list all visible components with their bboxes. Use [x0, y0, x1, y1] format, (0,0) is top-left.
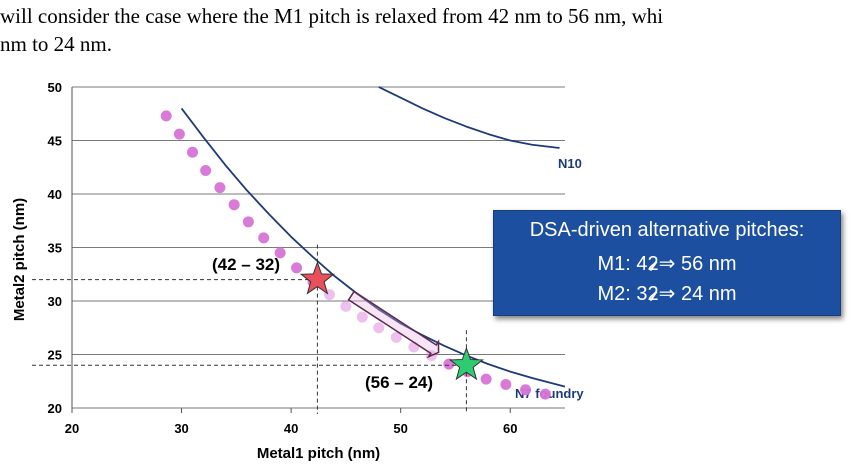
- pitch-dot: [356, 311, 368, 323]
- pitch-dot: [390, 331, 402, 343]
- pitch-dot: [274, 247, 286, 259]
- y-tick-label: 45: [48, 134, 62, 149]
- callout-m1-struck: 2: [647, 253, 659, 275]
- pitch-dot: [500, 378, 512, 390]
- dsa-callout-box: DSA-driven alternative pitches: M1: 42⇒ …: [493, 210, 841, 316]
- callout-m2-struck: 2: [647, 283, 659, 305]
- pitch-dot: [160, 110, 172, 122]
- callout-m2-prefix: M2: 3: [597, 283, 648, 305]
- x-tick-label: 30: [174, 421, 188, 436]
- x-tick-label: 50: [393, 421, 407, 436]
- pitch-dot: [539, 388, 551, 400]
- star-point-0: [299, 261, 335, 295]
- body-text-line-2: nm to 24 nm.: [0, 32, 113, 56]
- callout-m1-row: M1: 42⇒ 56 nm: [494, 251, 840, 276]
- callout-m2-suffix: ⇒ 24 nm: [658, 283, 737, 305]
- pitch-dot: [373, 322, 385, 334]
- curve-label-n10: N10: [558, 156, 582, 171]
- pitch-dot: [340, 300, 352, 312]
- y-tick-label: 50: [48, 80, 62, 95]
- point-label-56-24: (56 – 24): [365, 373, 433, 392]
- callout-title: DSA-driven alternative pitches:: [529, 219, 805, 241]
- pitch-dot: [214, 182, 226, 194]
- y-axis-title: Metal2 pitch (nm): [11, 198, 28, 321]
- callout-m1-suffix: ⇒ 56 nm: [658, 253, 737, 275]
- pitch-dot: [173, 128, 185, 140]
- x-axis-title: Metal1 pitch (nm): [257, 445, 380, 462]
- y-tick-label: 40: [48, 187, 62, 202]
- x-tick-label: 20: [65, 421, 79, 436]
- callout-m1-prefix: M1: 4: [597, 253, 648, 275]
- pitch-dot: [228, 199, 240, 211]
- y-tick-label: 35: [48, 241, 62, 256]
- pitch-dot: [242, 216, 254, 228]
- y-tick-label: 30: [48, 294, 62, 309]
- relax-arrow: [347, 290, 440, 359]
- curve-n10: [378, 86, 560, 149]
- pitch-dot: [291, 262, 303, 274]
- x-tick-label: 40: [284, 421, 298, 436]
- point-label-42-32: (42 – 32): [212, 255, 280, 274]
- curve-n7-foundry: [180, 107, 566, 388]
- x-tick-label: 60: [503, 421, 517, 436]
- pitch-dot: [480, 373, 492, 385]
- y-tick-label: 25: [48, 348, 62, 363]
- y-tick-label: 20: [48, 401, 62, 416]
- body-text-line-1: will consider the case where the M1 pitc…: [0, 4, 664, 28]
- star-point-1: [448, 346, 484, 381]
- callout-m2-row: M2: 32⇒ 24 nm: [494, 281, 840, 306]
- pitch-dot: [200, 164, 212, 176]
- pitch-dot: [258, 232, 270, 244]
- pitch-dot: [520, 384, 532, 396]
- pitch-dot: [187, 146, 199, 158]
